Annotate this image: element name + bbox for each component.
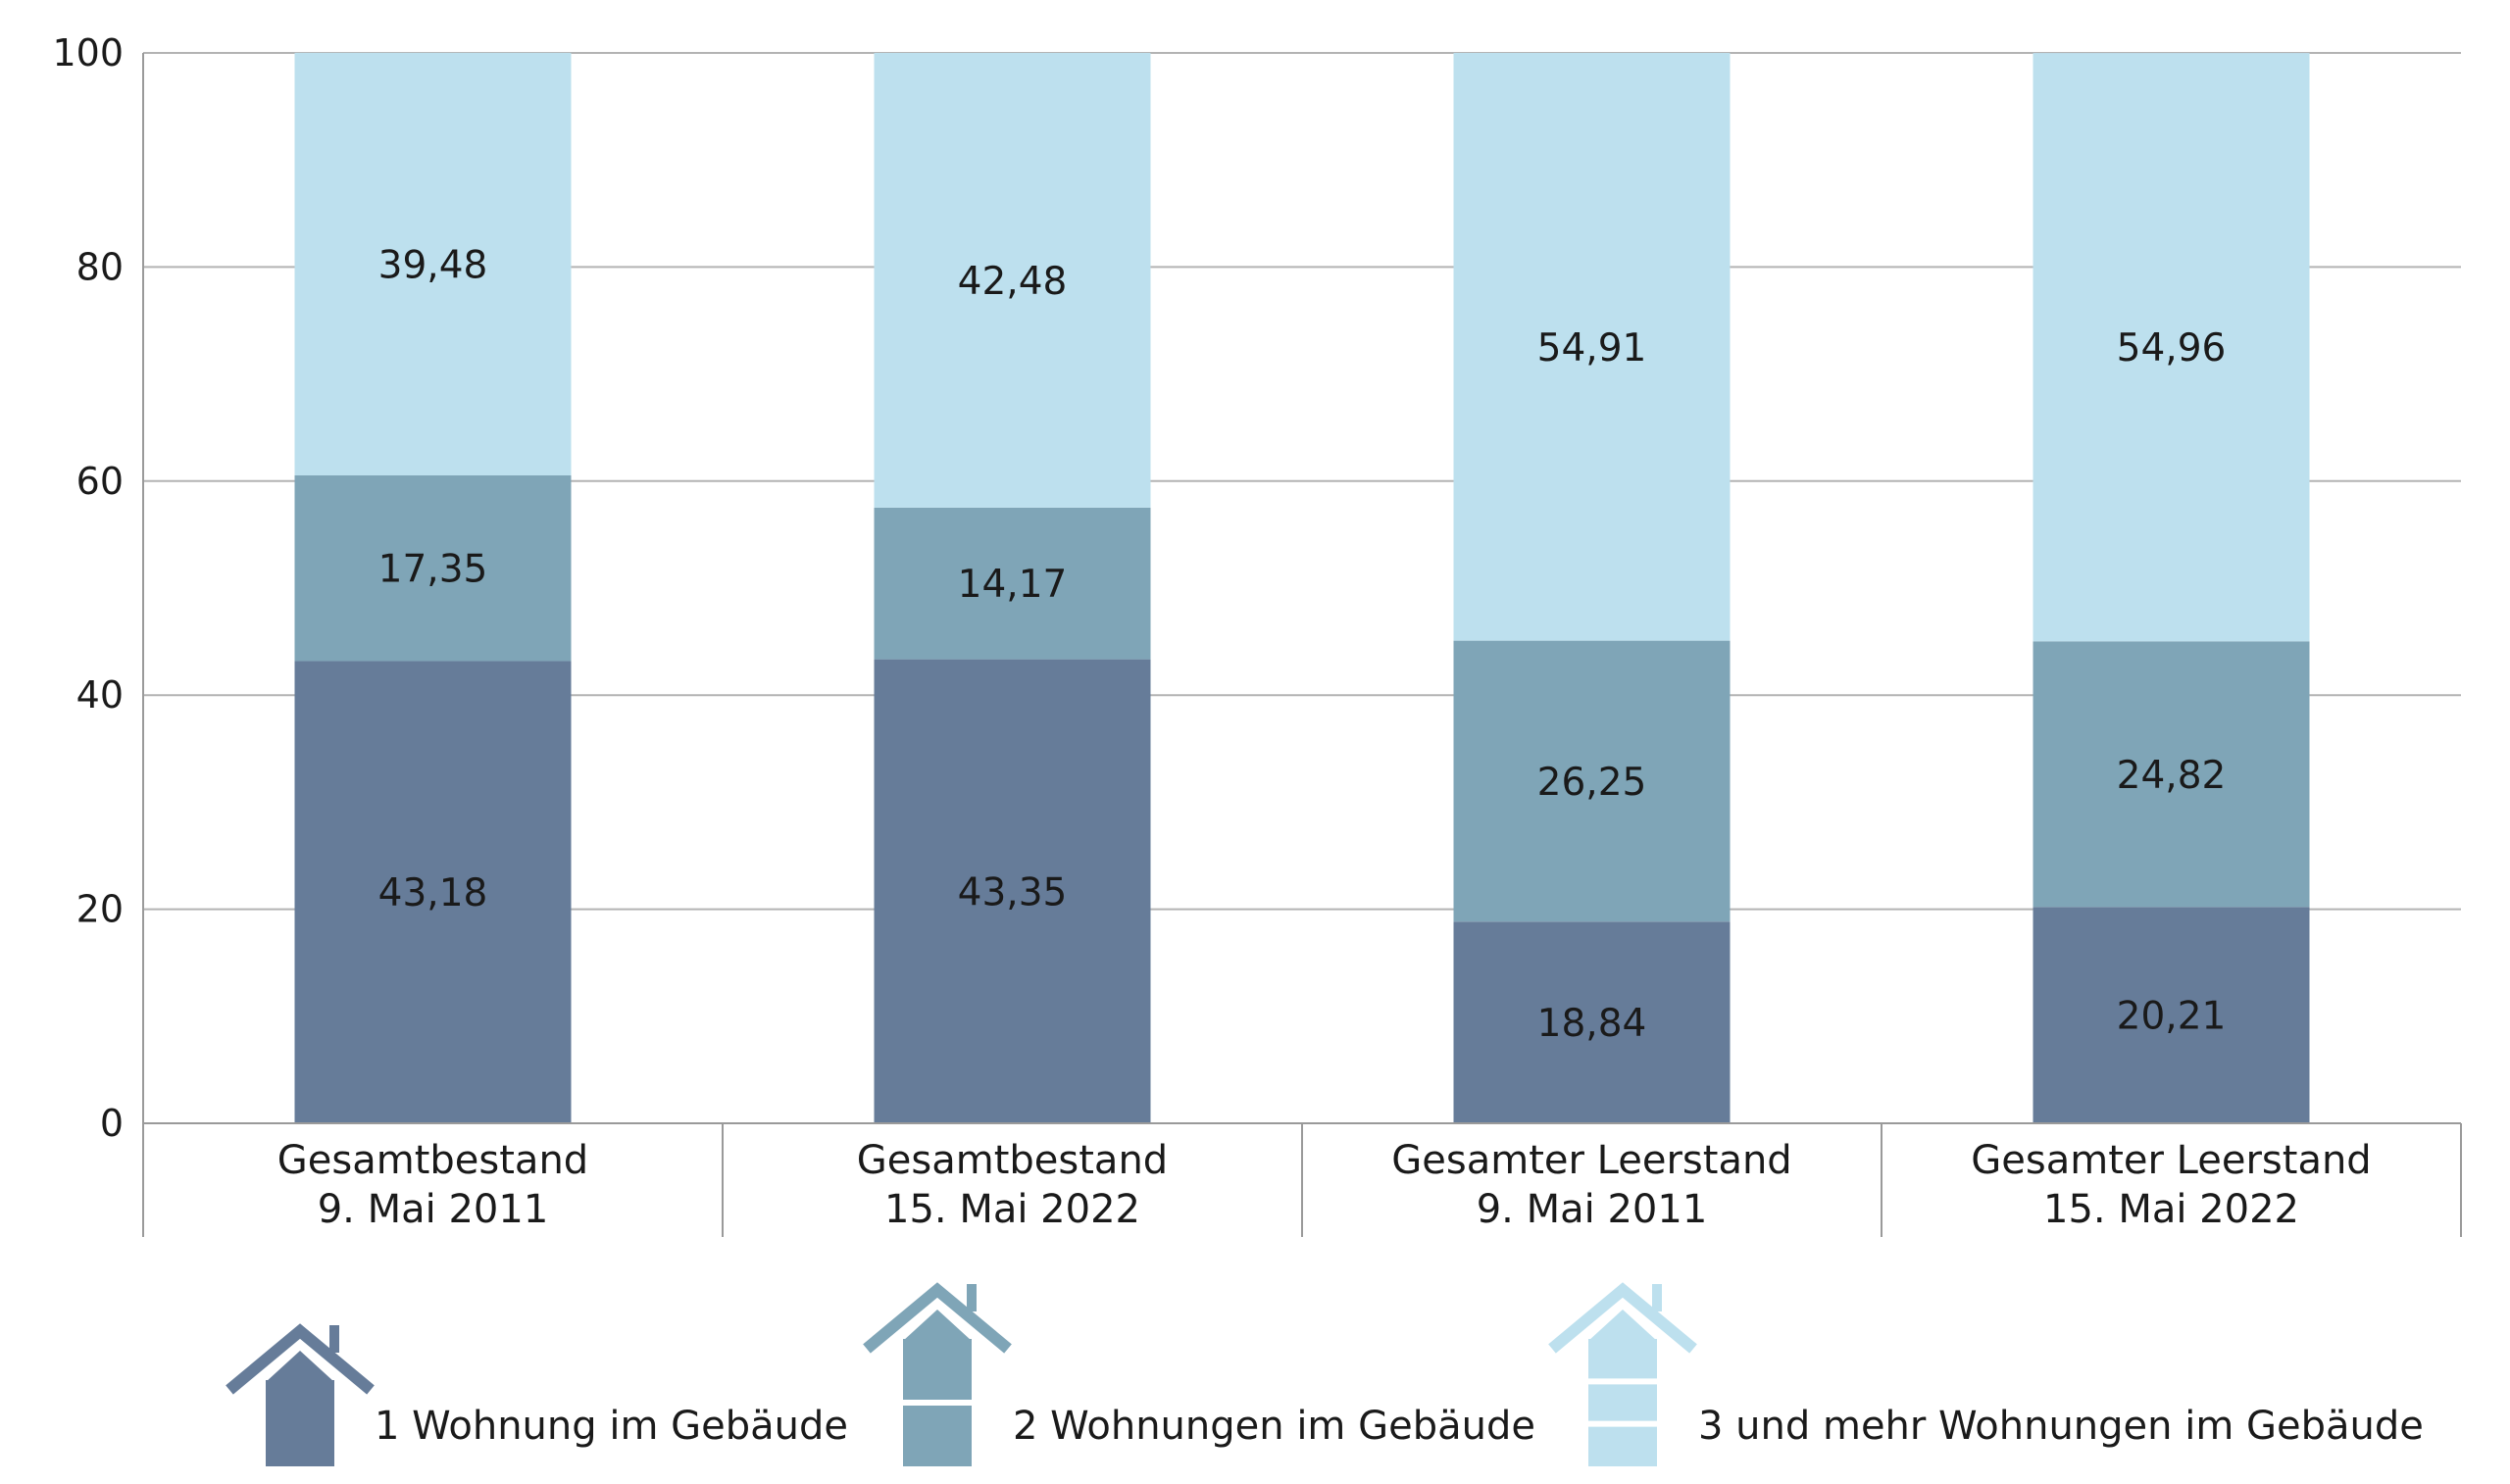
data-label: 39,48 <box>378 243 488 287</box>
house-body <box>266 1380 334 1466</box>
bar-segment <box>294 661 572 1123</box>
house-gable <box>903 1310 972 1341</box>
y-tick-label: 20 <box>76 888 124 931</box>
bar-segment <box>2033 907 2310 1123</box>
data-label: 43,18 <box>378 871 488 915</box>
house-chimney <box>329 1325 339 1353</box>
house-roof <box>1548 1282 1697 1354</box>
y-tick-label: 60 <box>76 460 124 503</box>
data-label: 17,35 <box>378 548 488 592</box>
legend-label: 2 Wohnungen im Gebäude <box>1013 1404 1535 1449</box>
data-label: 24,82 <box>2117 754 2227 798</box>
bar-segment <box>2033 53 2310 642</box>
bar-segment <box>294 52 572 476</box>
bar-segment <box>294 475 572 662</box>
category-label: Gesamter Leerstand <box>1971 1138 2371 1183</box>
house-body <box>1588 1339 1657 1466</box>
data-label: 54,96 <box>2117 326 2227 371</box>
bar-segment <box>874 659 1151 1123</box>
category-label: 15. Mai 2022 <box>2043 1187 2299 1232</box>
y-tick-label: 100 <box>52 31 124 74</box>
bar-segment <box>1453 640 1731 922</box>
bar-segment <box>1453 53 1731 641</box>
y-tick-label: 80 <box>76 245 124 288</box>
house-chimney <box>1652 1284 1662 1311</box>
category-label: Gesamter Leerstand <box>1391 1138 1791 1183</box>
legend: 1 Wohnung im Gebäude 2 Wohnungen im Gebäu… <box>226 1282 2424 1466</box>
y-tick-label: 0 <box>100 1102 124 1145</box>
data-label: 26,25 <box>1537 761 1647 805</box>
house-roof <box>226 1323 375 1395</box>
legend-label: 1 Wohnung im Gebäude <box>375 1404 848 1449</box>
legend-label: 3 und mehr Wohnungen im Gebäude <box>1698 1404 2424 1449</box>
data-label: 43,35 <box>958 870 1068 915</box>
house-icon <box>1548 1282 1697 1466</box>
data-label: 20,21 <box>2117 995 2227 1039</box>
house-roof <box>863 1282 1012 1354</box>
house-gable <box>266 1351 334 1382</box>
data-label: 18,84 <box>1537 1002 1647 1046</box>
category-label: Gesamtbestand <box>277 1138 588 1183</box>
data-label: 54,91 <box>1537 326 1647 371</box>
house-icon <box>226 1323 375 1466</box>
y-tick-label: 40 <box>76 673 124 717</box>
data-label: 42,48 <box>958 260 1068 304</box>
data-label: 14,17 <box>958 563 1068 607</box>
bar-segment <box>874 53 1151 508</box>
bars: 43,18 17,35 39,48 43,35 14,17 42,48 18,84 26,25… <box>294 52 2310 1123</box>
bar-segment <box>874 507 1151 660</box>
category-label: 9. Mai 2011 <box>1477 1187 1708 1232</box>
house-gable <box>1588 1310 1657 1341</box>
category-label: 15. Mai 2022 <box>884 1187 1140 1232</box>
house-chimney <box>967 1284 977 1311</box>
bar-segment <box>2033 641 2310 908</box>
house-icon <box>863 1282 1012 1466</box>
bar-segment <box>1453 921 1731 1123</box>
category-label: 9. Mai 2011 <box>318 1187 549 1232</box>
category-label: Gesamtbestand <box>857 1138 1168 1183</box>
